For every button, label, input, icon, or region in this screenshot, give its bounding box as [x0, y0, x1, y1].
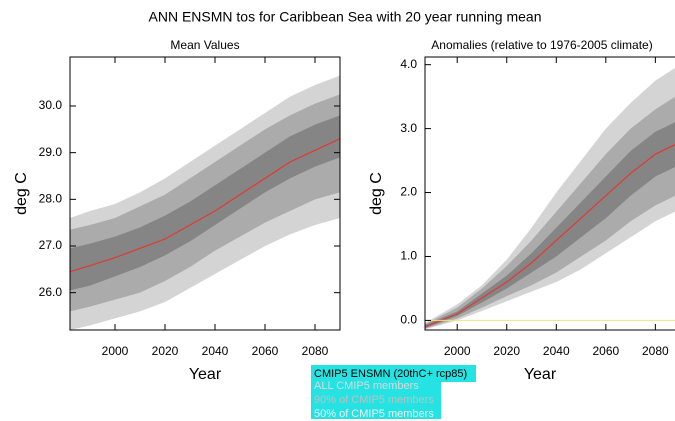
legend-entry: CMIP5 ENSMN (20thC+ rcp85) [314, 368, 467, 380]
legend-bg [311, 365, 476, 382]
band [425, 96, 675, 329]
y-tick-label: 27.0 [39, 238, 63, 252]
x-tick-label: 2040 [543, 344, 570, 358]
y-tick-label: 1.0 [400, 249, 417, 263]
legend-bg [311, 382, 441, 419]
x-tick-label: 2020 [152, 344, 179, 358]
x-tick-label: 2000 [444, 344, 471, 358]
plot-frame [69, 56, 341, 331]
mean-line [424, 144, 675, 328]
plot-frame [424, 56, 675, 331]
y-tick-label: 26.0 [39, 285, 63, 299]
legend-entry: 90% of CMIP5 members [314, 394, 434, 406]
x-axis-label: Year [524, 366, 557, 383]
x-tick-label: 2060 [252, 344, 279, 358]
legend-entry: ALL CMIP5 members [314, 380, 419, 392]
band [70, 115, 340, 291]
y-tick-label: 4.0 [400, 57, 417, 71]
y-tick-label: 30.0 [39, 98, 63, 112]
y-tick-label: 0.0 [400, 313, 417, 327]
x-tick-label: 2040 [202, 344, 229, 358]
legend-entry: 50% of CMIP5 members [314, 408, 434, 420]
band [425, 122, 675, 329]
y-tick-label: 28.0 [39, 192, 63, 206]
panel-title: Anomalies (relative to 1976-2005 climate… [431, 38, 652, 52]
y-tick-label: 29.0 [39, 145, 63, 159]
x-axis-label: Year [189, 366, 222, 383]
band [425, 67, 675, 330]
x-tick-label: 2060 [592, 344, 619, 358]
x-tick-label: 2020 [493, 344, 520, 358]
y-axis-label: deg C [368, 172, 385, 215]
chart-title: ANN ENSMN tos for Caribbean Sea with 20 … [149, 9, 542, 25]
x-tick-label: 2000 [102, 344, 129, 358]
x-tick-label: 2080 [302, 344, 329, 358]
x-tick-label: 2080 [642, 344, 669, 358]
y-axis-label: deg C [13, 172, 30, 215]
y-tick-label: 3.0 [400, 121, 417, 135]
panel-title: Mean Values [170, 38, 239, 52]
mean-line [69, 138, 341, 273]
y-tick-label: 2.0 [400, 185, 417, 199]
